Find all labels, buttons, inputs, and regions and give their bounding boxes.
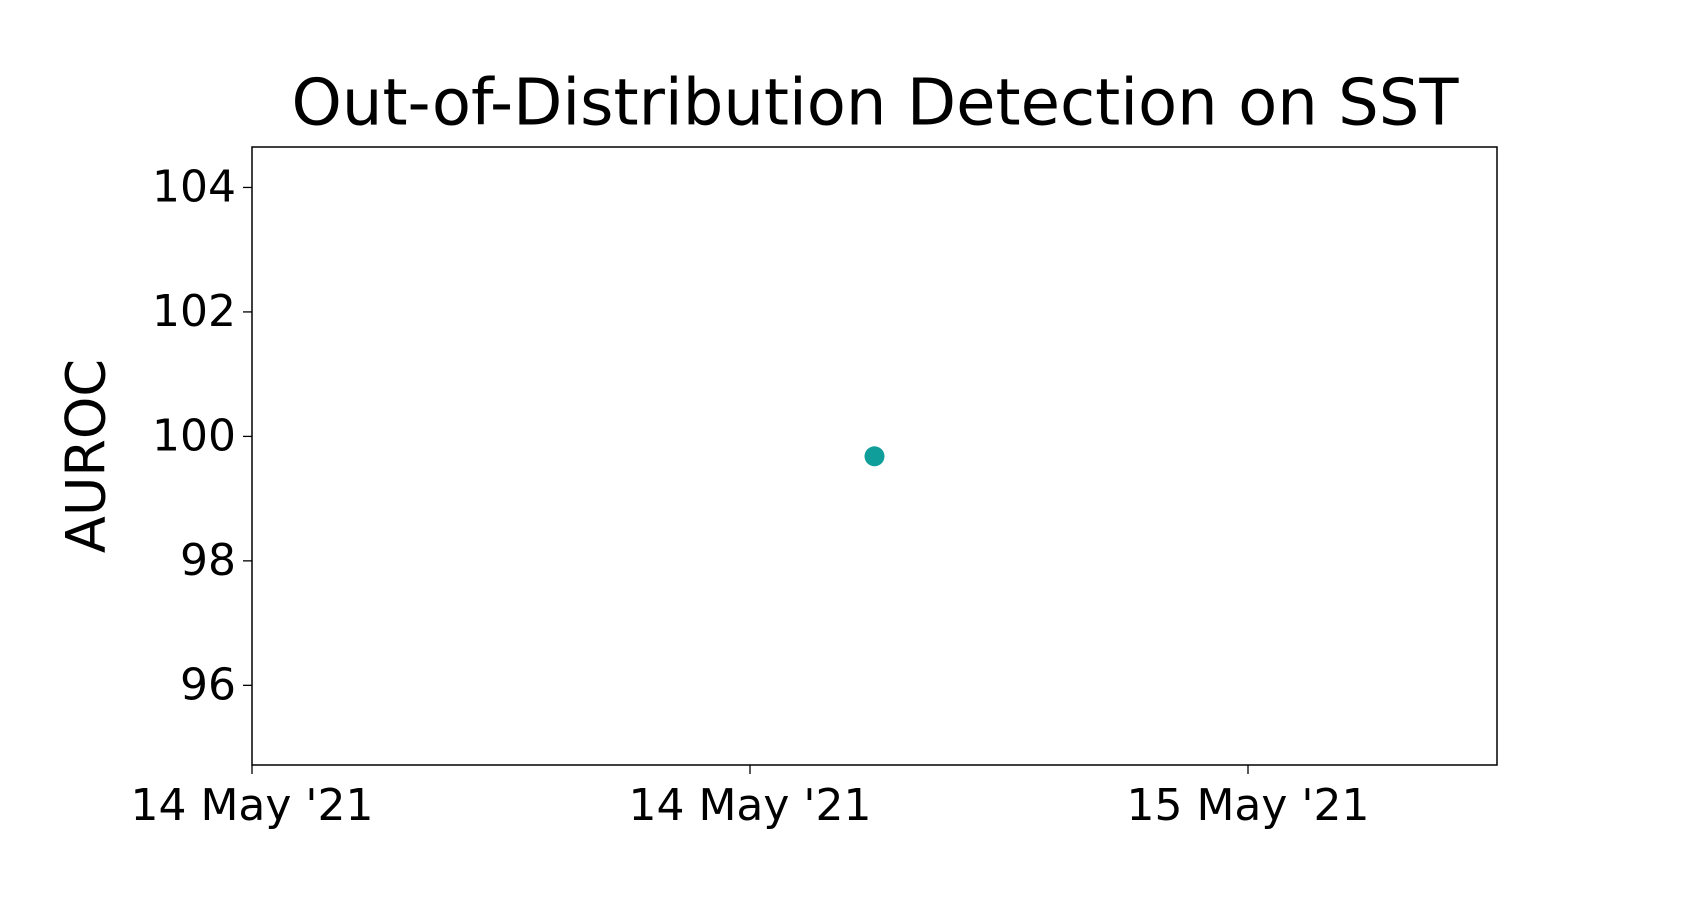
y-tick-label: 98 — [180, 535, 236, 586]
x-tick-label: 15 May '21 — [1126, 780, 1369, 831]
chart-title: Out-of-Distribution Detection on SST — [292, 67, 1460, 141]
y-tick-label: 96 — [180, 659, 236, 710]
y-axis-label: AUROC — [55, 359, 118, 553]
y-tick-label: 102 — [152, 286, 236, 337]
y-tick-label: 104 — [152, 161, 236, 212]
y-tick-label: 100 — [152, 410, 236, 461]
x-tick-label: 14 May '21 — [628, 780, 871, 831]
plot-frame — [251, 146, 1498, 766]
x-tick-label: 14 May '21 — [130, 780, 373, 831]
data-point — [864, 446, 885, 467]
